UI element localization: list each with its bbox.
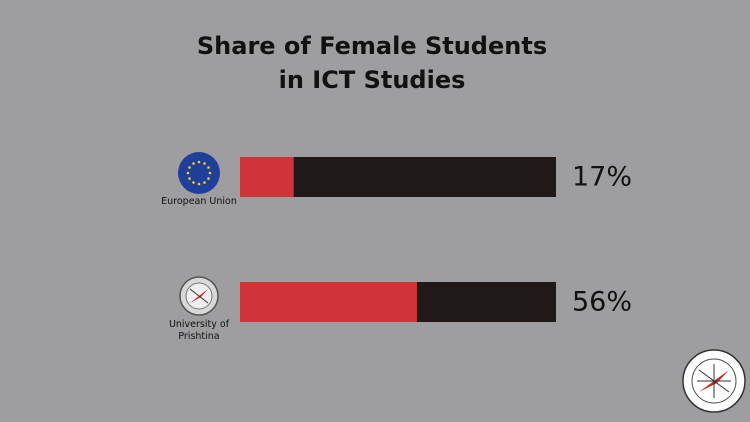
corner-seal — [682, 349, 746, 413]
category-label: University of Prishtina — [168, 319, 230, 342]
eu-logo — [178, 152, 220, 194]
chart-title: in ICT Studies — [279, 66, 466, 94]
value-label: 17% — [572, 162, 632, 193]
value-label: 56% — [572, 287, 632, 318]
university-logo — [179, 276, 219, 316]
bar — [240, 157, 294, 197]
category-label: European Union — [161, 196, 237, 207]
chart-title: Share of Female Students — [197, 32, 547, 60]
bar — [240, 282, 417, 322]
